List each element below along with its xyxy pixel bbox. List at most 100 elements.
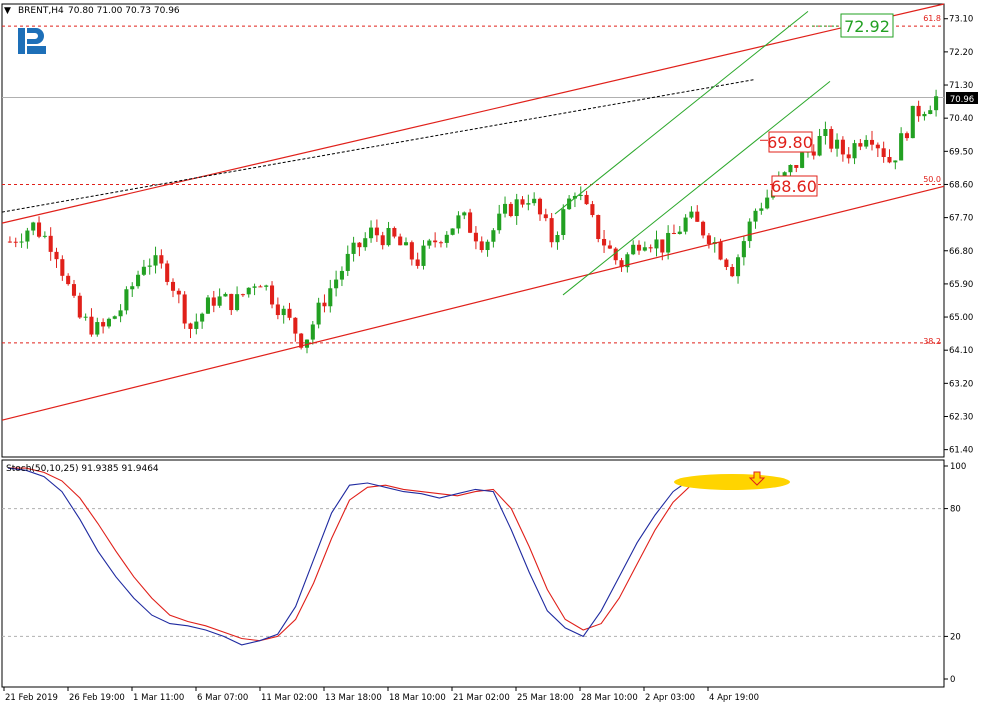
candle-body xyxy=(636,244,642,251)
price-tick-label: 73.10 xyxy=(949,15,973,25)
candle-body xyxy=(864,139,869,147)
price-pane: 73.10 72.20 71.30 70.40 69.50 68.60 67.70 66.80… xyxy=(1,3,973,458)
candle-body xyxy=(765,197,770,209)
candle-body xyxy=(619,260,624,268)
stoch-tick-label: 100 xyxy=(950,462,966,472)
candle-body xyxy=(491,230,496,242)
candle-body xyxy=(200,313,205,322)
candle-body xyxy=(403,242,409,246)
candle-body xyxy=(555,235,560,243)
candle-body xyxy=(485,241,490,251)
candle-body xyxy=(269,285,275,305)
candle-body xyxy=(229,293,234,311)
candle-body xyxy=(747,221,752,242)
candle-body xyxy=(398,236,403,246)
candle-body xyxy=(287,308,292,318)
candle-body xyxy=(910,105,915,139)
candle-body xyxy=(141,266,146,275)
candle-body xyxy=(205,297,211,314)
level-label-mid: 69.80 xyxy=(767,131,813,153)
candle-body xyxy=(852,143,857,159)
candle-body xyxy=(176,290,181,295)
candle-body xyxy=(101,322,106,327)
candle-body xyxy=(677,231,682,234)
candle-body xyxy=(567,198,572,210)
candle-body xyxy=(689,211,694,218)
dotted-trend-line xyxy=(1,79,756,213)
candle-body xyxy=(671,232,677,234)
candle-body xyxy=(339,270,344,280)
candle-body xyxy=(48,235,53,252)
candle-body xyxy=(42,235,47,237)
candle-body xyxy=(607,245,612,249)
candle-body xyxy=(95,322,100,335)
candle-body xyxy=(77,295,82,318)
price-tick-label: 66.80 xyxy=(949,247,973,257)
candle-body xyxy=(666,232,671,253)
candle-body xyxy=(345,253,350,271)
green-channel-upper xyxy=(554,10,809,215)
candle-body xyxy=(112,316,117,319)
candle-body xyxy=(264,285,269,287)
candle-body xyxy=(25,230,30,242)
candle-body xyxy=(118,310,123,317)
candle-body xyxy=(7,241,12,243)
candle-body xyxy=(735,257,741,277)
symbol-title: BRENT,H4 xyxy=(18,6,64,16)
ohlc-readout: 70.80 71.00 70.73 70.96 xyxy=(68,6,180,16)
candle-body xyxy=(526,203,531,205)
candle-body xyxy=(642,247,647,251)
candle-body xyxy=(421,245,426,266)
candle-body xyxy=(258,286,263,288)
channel-upper-line xyxy=(1,3,945,224)
candle-body xyxy=(922,113,927,117)
candle-body xyxy=(817,135,822,156)
candle-body xyxy=(718,242,723,260)
price-tick-label: 62.30 xyxy=(949,412,973,422)
candle-body xyxy=(730,267,735,277)
stochastic-pane: 100 80 20 0 xyxy=(1,459,966,688)
time-tick-label: 21 Feb 2019 xyxy=(5,693,58,703)
level-label-low: 68.60 xyxy=(771,175,818,197)
candle-body xyxy=(106,318,111,327)
candle-body xyxy=(543,214,548,219)
candle-body xyxy=(427,240,432,246)
stoch-tick-label: 20 xyxy=(950,632,961,642)
stoch-main-line xyxy=(7,467,746,646)
candle-body xyxy=(235,294,240,311)
price-tick-label: 71.30 xyxy=(949,81,973,91)
candle-body xyxy=(392,228,397,237)
candle-body xyxy=(83,316,88,318)
candle-body xyxy=(811,151,816,156)
time-tick-label: 1 Mar 11:00 xyxy=(133,693,184,703)
candle-body xyxy=(444,234,449,243)
candle-body xyxy=(823,128,828,136)
candle-body xyxy=(934,96,939,111)
candle-body xyxy=(165,263,170,282)
candle-body xyxy=(357,242,362,248)
candle-body xyxy=(706,235,711,244)
stoch-frame xyxy=(1,459,945,688)
candle-body xyxy=(462,212,467,216)
candle-body xyxy=(89,316,94,335)
time-tick-label: 28 Mar 10:00 xyxy=(581,693,638,703)
time-tick-label: 18 Mar 10:00 xyxy=(389,693,446,703)
price-tick-label: 70.40 xyxy=(949,114,973,124)
candle-body xyxy=(194,321,199,329)
candle-body xyxy=(596,215,601,239)
time-tick-label: 13 Mar 18:00 xyxy=(325,693,382,703)
price-tick-label: 61.40 xyxy=(949,446,973,456)
candle-body xyxy=(572,195,577,199)
candle-body xyxy=(170,281,176,291)
candle-body xyxy=(561,209,566,236)
candle-body xyxy=(520,199,525,205)
candle-body xyxy=(13,241,18,243)
price-tick-label: 67.70 xyxy=(949,214,973,224)
candle-body xyxy=(36,222,42,237)
candle-body xyxy=(159,255,164,264)
candle-body xyxy=(479,241,484,251)
candle-body xyxy=(246,287,251,295)
menu-triangle-icon[interactable]: ▼ xyxy=(4,6,11,16)
candle-body xyxy=(928,110,933,114)
